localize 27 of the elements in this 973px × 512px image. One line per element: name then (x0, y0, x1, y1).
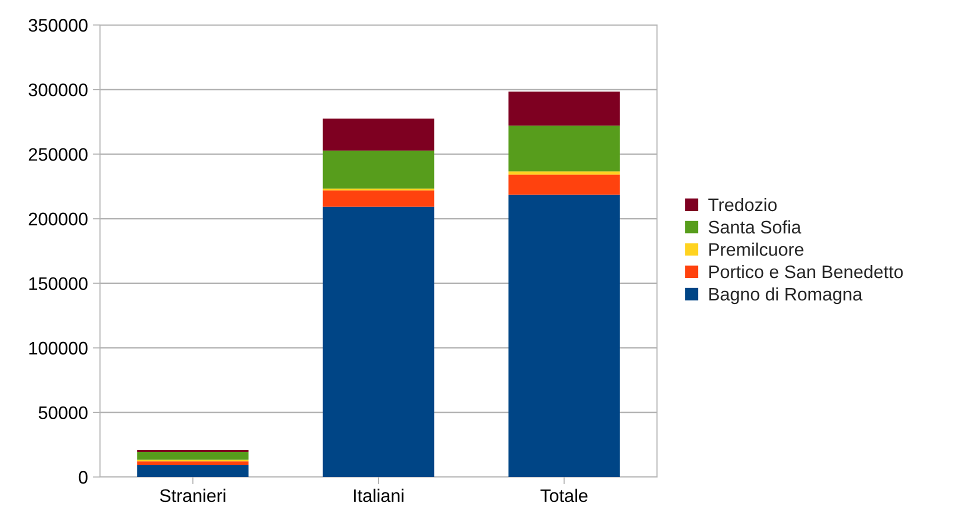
bar (322, 206, 434, 477)
y-tick-label: 350000 (28, 18, 88, 32)
bar (137, 452, 249, 460)
bar (508, 92, 620, 126)
bar (508, 126, 620, 172)
legend-label: Santa Sofia (708, 220, 802, 234)
bar (137, 464, 249, 477)
y-tick-label: 150000 (29, 277, 88, 290)
bar (322, 150, 434, 189)
bar (508, 174, 620, 195)
x-tick-label: Italiani (354, 488, 404, 502)
y-tick-label: 100000 (29, 342, 88, 355)
bar (322, 190, 434, 207)
y-tick-label: 200000 (28, 212, 88, 226)
legend-label: Premilcuore (709, 242, 804, 256)
x-tick-label: Stranieri (160, 488, 226, 502)
bar (137, 461, 249, 465)
bar (508, 194, 620, 477)
legend-label: Portico e San Benedetto (709, 264, 903, 278)
x-tick-label: Totale (540, 488, 588, 502)
y-tick-label: 250000 (28, 148, 88, 161)
y-tick-label: 300000 (28, 84, 88, 96)
y-tick-label: 0 (78, 470, 88, 484)
legend-label: Bagno di Romagna (709, 287, 862, 304)
bar (322, 118, 434, 151)
y-tick-label: 50000 (38, 406, 88, 420)
legend-label: Tredozio (708, 198, 777, 212)
